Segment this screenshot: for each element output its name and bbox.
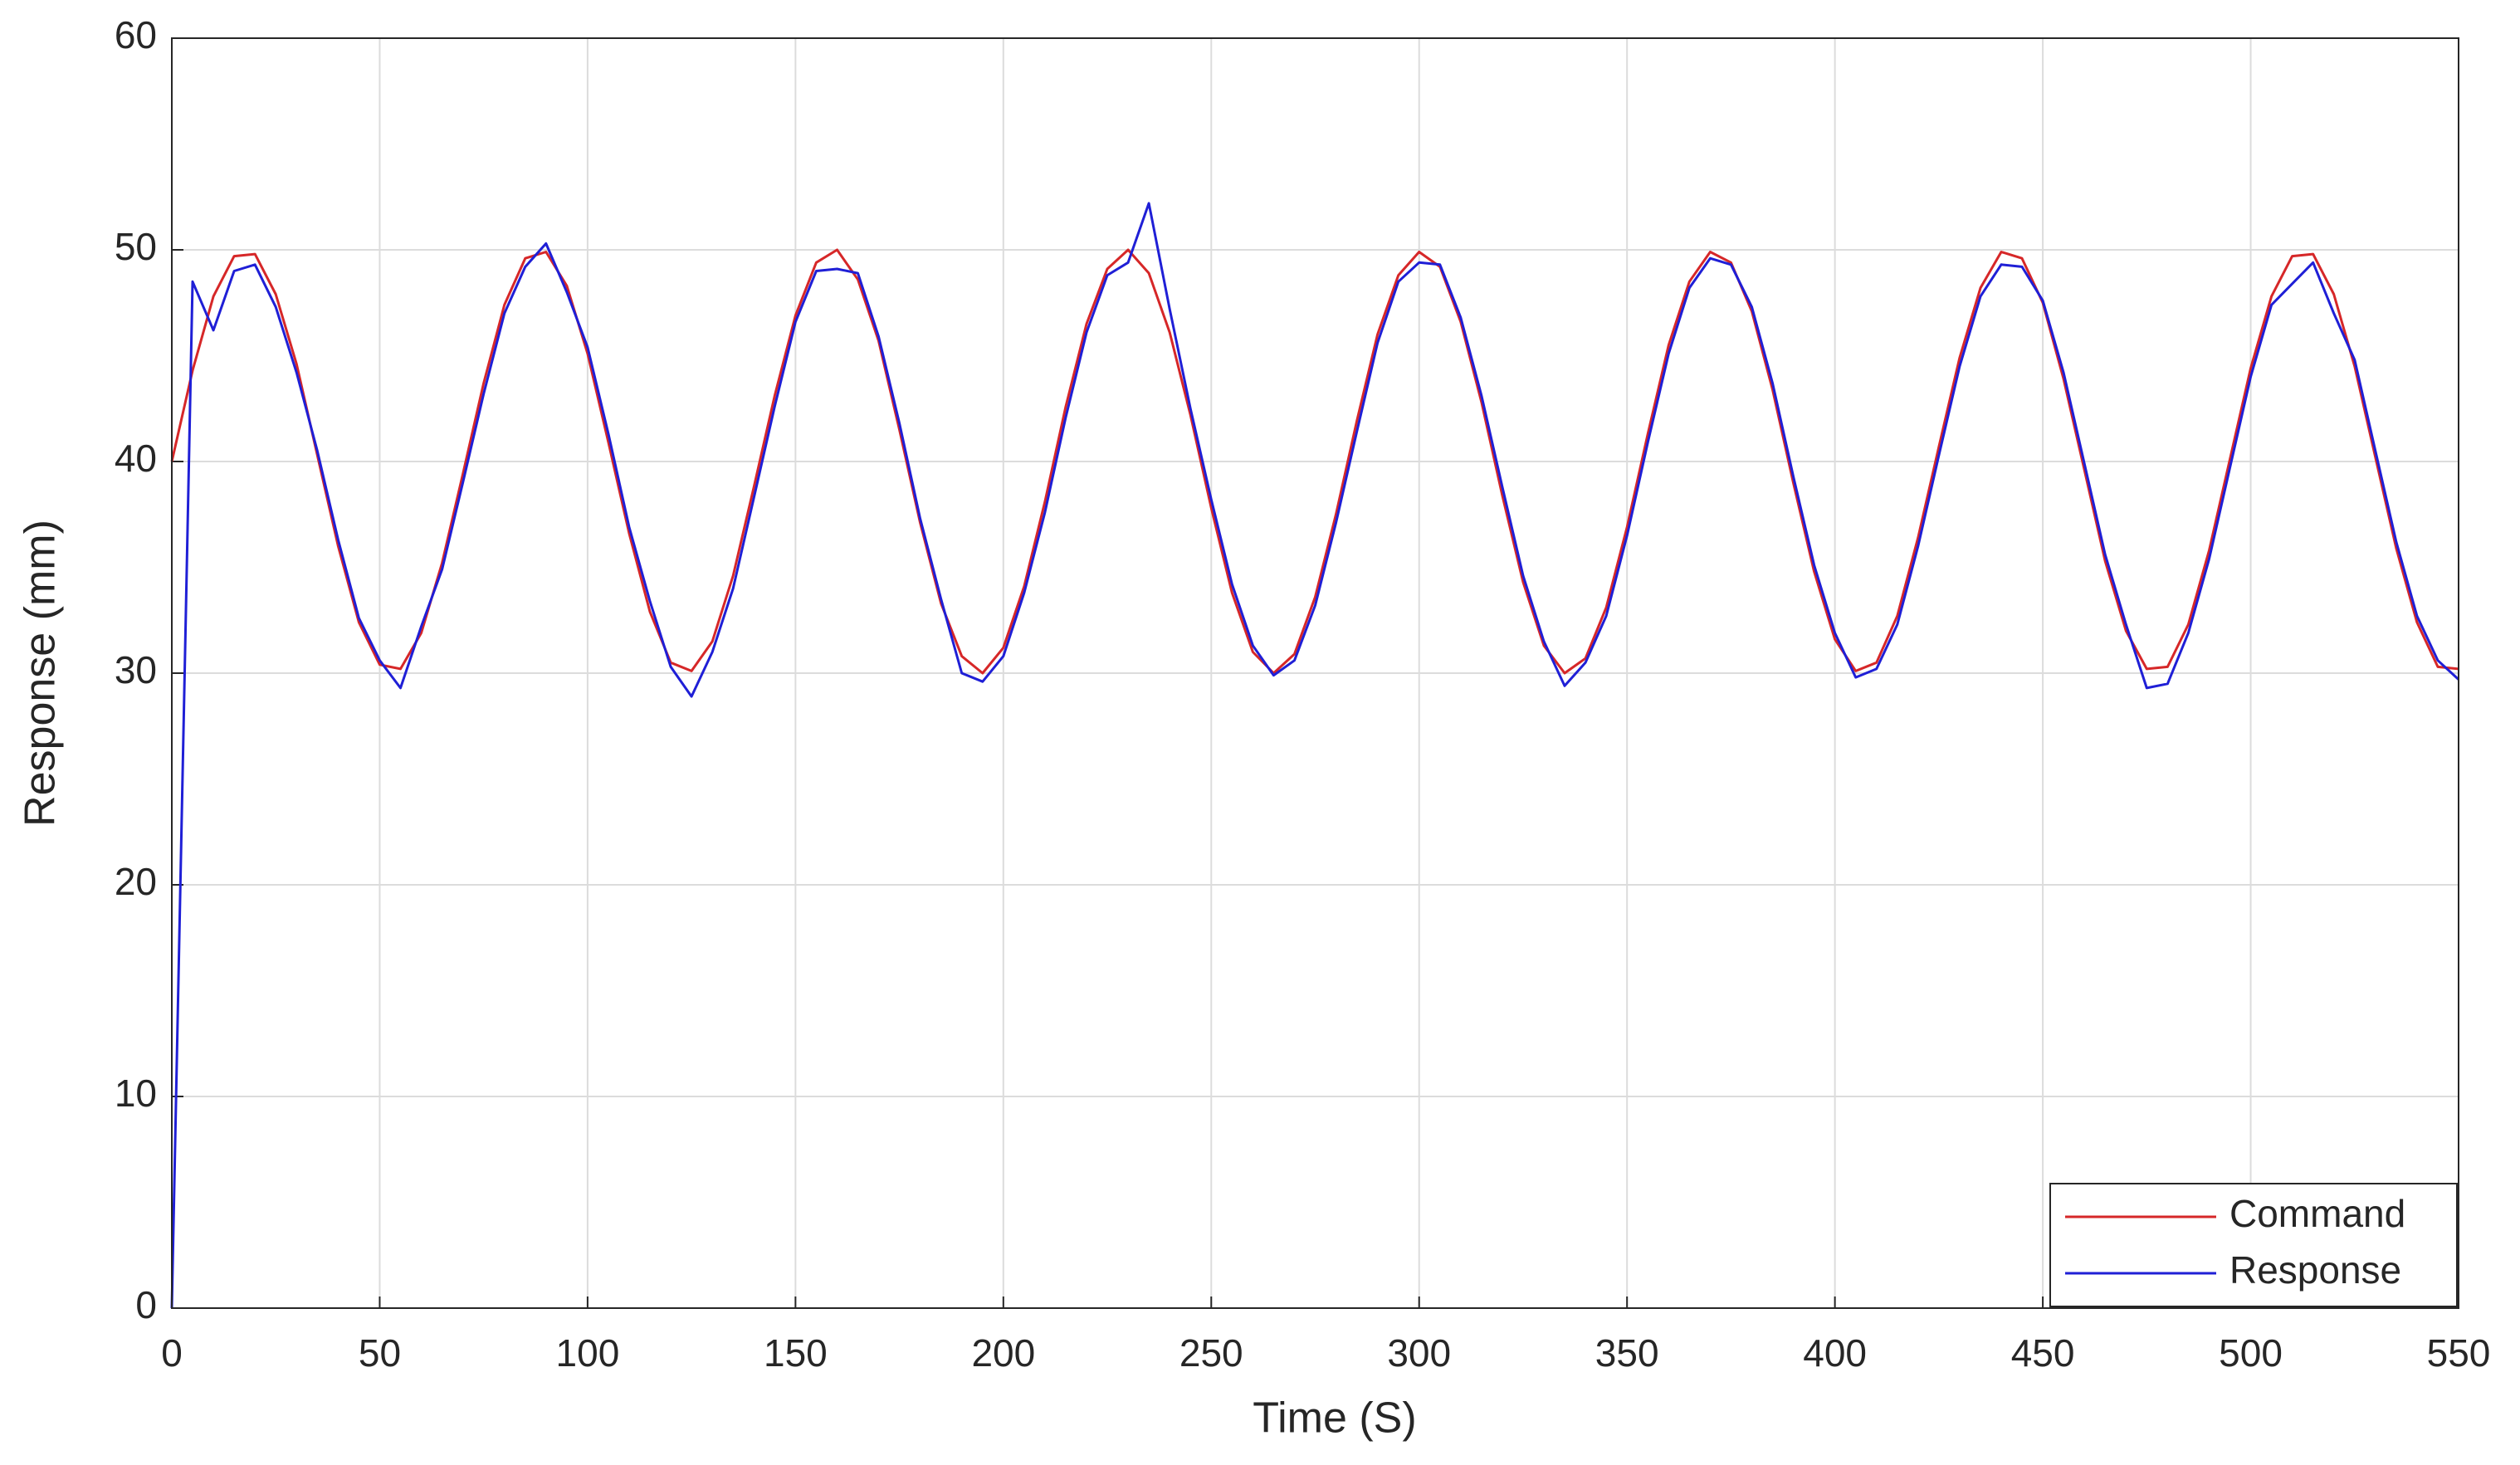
y-axis-label: Response (mm) bbox=[17, 520, 65, 827]
series-line bbox=[170, 248, 2459, 675]
axes-box bbox=[171, 37, 2459, 1309]
x-axis-label: Time (S) bbox=[1253, 1394, 1416, 1443]
grid bbox=[171, 37, 2459, 1309]
x-tick-label: 300 bbox=[1387, 1331, 1451, 1375]
legend-label: Response bbox=[2229, 1248, 2401, 1292]
x-tick-label: 350 bbox=[1595, 1331, 1659, 1375]
x-tick-label: 250 bbox=[1179, 1331, 1243, 1375]
series-line bbox=[170, 202, 2460, 1309]
y-tick-label: 50 bbox=[115, 225, 157, 268]
y-tick-label: 10 bbox=[115, 1072, 157, 1115]
y-tick-label: 20 bbox=[115, 860, 157, 903]
y-tick-label: 0 bbox=[135, 1283, 157, 1326]
y-tick-label: 40 bbox=[115, 437, 157, 480]
x-tick-label: 50 bbox=[359, 1331, 401, 1375]
x-tick-label: 150 bbox=[764, 1331, 828, 1375]
x-tick-label: 500 bbox=[2219, 1331, 2283, 1375]
legend: Command Response bbox=[2049, 1183, 2458, 1307]
y-tick-label: 60 bbox=[115, 13, 157, 56]
x-tick-label: 400 bbox=[1803, 1331, 1867, 1375]
y-tick-label: 30 bbox=[115, 648, 157, 691]
plot bbox=[170, 202, 2460, 1309]
x-tick-label: 550 bbox=[2427, 1331, 2491, 1375]
legend-label: Command bbox=[2229, 1192, 2405, 1235]
x-tick-label: 0 bbox=[161, 1331, 183, 1375]
x-tick-label: 100 bbox=[556, 1331, 620, 1375]
x-tick-label: 200 bbox=[971, 1331, 1035, 1375]
x-tick-label: 450 bbox=[2011, 1331, 2075, 1375]
legend-box bbox=[2049, 1183, 2458, 1307]
